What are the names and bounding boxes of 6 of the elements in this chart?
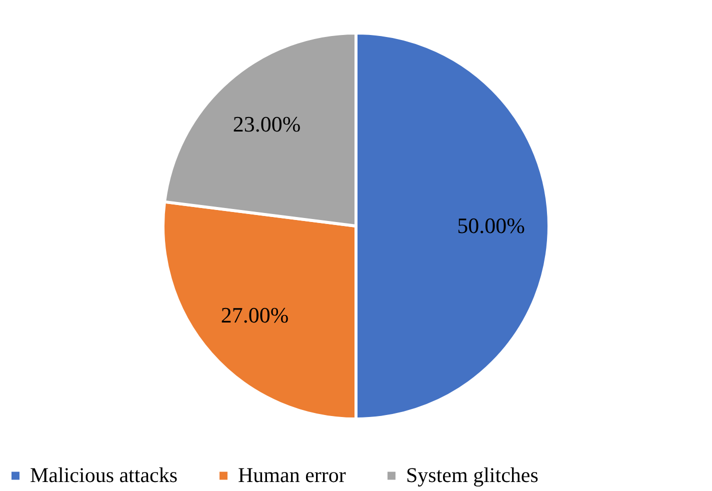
data-label: 23.00% [232, 112, 301, 137]
data-label: 27.00% [220, 302, 289, 328]
legend-label: Human error [238, 462, 346, 487]
data-label: 50.00% [457, 213, 525, 238]
legend-label: Malicious attacks [30, 462, 178, 487]
legend-label: System glitches [406, 462, 538, 487]
